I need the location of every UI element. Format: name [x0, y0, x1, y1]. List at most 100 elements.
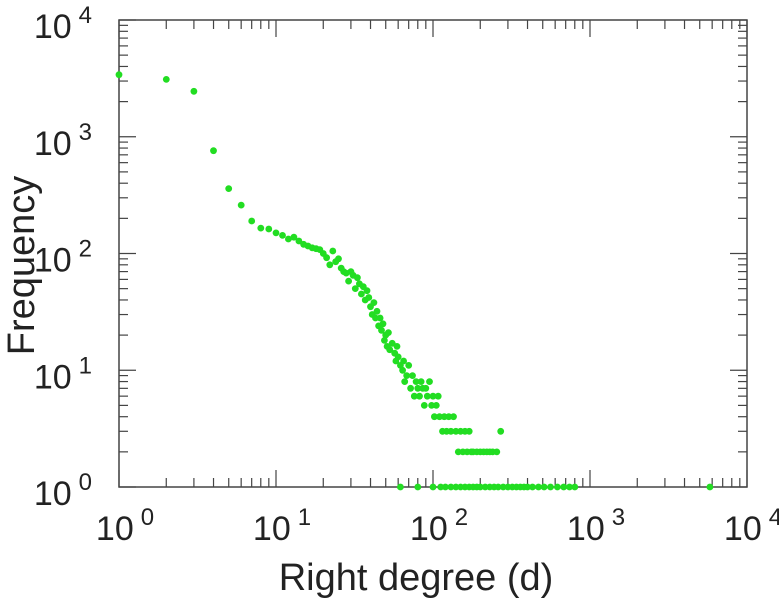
data-point — [409, 372, 416, 379]
data-point — [547, 483, 554, 491]
data-point — [190, 87, 198, 95]
data-point — [432, 402, 440, 409]
x-tick-label: 10 2 — [410, 504, 468, 548]
data-point — [379, 320, 387, 328]
data-point — [388, 339, 396, 347]
x-tick-label: 10 1 — [253, 504, 311, 548]
data-point — [397, 483, 404, 491]
data-point — [381, 337, 388, 344]
data-point — [437, 483, 445, 491]
data-point — [566, 483, 573, 491]
data-point — [329, 247, 337, 255]
data-point — [405, 362, 413, 369]
data-point — [429, 392, 437, 400]
data-point — [499, 483, 507, 491]
x-tick-label: 10 4 — [724, 504, 779, 548]
data-point — [560, 483, 568, 491]
data-point — [465, 427, 473, 435]
data-point — [225, 185, 233, 193]
data-point — [445, 413, 453, 421]
data-point — [416, 392, 423, 400]
data-point — [272, 229, 280, 237]
data-point — [401, 378, 409, 385]
data-point — [335, 255, 342, 263]
data-point — [115, 71, 123, 79]
data-point — [452, 427, 460, 435]
data-point — [420, 402, 428, 409]
data-point — [417, 378, 425, 385]
data-point — [436, 413, 443, 421]
data-point — [414, 483, 422, 491]
data-point — [540, 483, 548, 491]
data-point — [494, 483, 502, 491]
data-point — [210, 147, 217, 155]
data-point — [428, 402, 435, 409]
data-point — [365, 294, 373, 301]
data-point — [403, 372, 411, 379]
data-point — [571, 483, 579, 491]
data-point — [450, 413, 457, 421]
data-points — [115, 71, 714, 491]
x-tick-labels: 10 0 10 1 10 2 10 3 10 4 — [96, 504, 779, 548]
data-point — [452, 483, 460, 491]
x-tick-label: 10 0 — [96, 504, 154, 548]
data-point — [279, 232, 286, 239]
data-point — [423, 392, 431, 400]
data-point — [497, 427, 505, 435]
data-point — [394, 353, 402, 361]
y-tick-label: 10 4 — [34, 2, 92, 46]
data-point — [410, 392, 418, 400]
data-point — [162, 76, 170, 83]
data-point — [295, 237, 303, 245]
x-axis-label: Right degree (d) — [279, 557, 554, 599]
data-point — [399, 366, 406, 374]
data-point — [524, 483, 531, 491]
data-point — [370, 299, 378, 306]
data-point — [442, 483, 449, 491]
data-point — [393, 343, 401, 350]
x-tick-label: 10 3 — [567, 504, 625, 548]
y-tick-label: 10 2 — [34, 236, 92, 280]
data-point — [378, 326, 385, 334]
data-point — [422, 384, 430, 392]
data-point — [407, 384, 414, 392]
data-point — [414, 384, 422, 392]
data-point — [265, 225, 273, 233]
data-point — [706, 483, 714, 491]
data-point — [385, 329, 392, 336]
data-point — [248, 217, 256, 225]
y-axis-label: Frequency — [1, 176, 43, 356]
data-point — [554, 483, 561, 491]
data-point — [373, 307, 381, 315]
data-point — [363, 287, 371, 295]
data-point — [285, 235, 292, 243]
data-point — [426, 378, 433, 385]
data-point — [351, 285, 359, 292]
data-point — [412, 378, 420, 385]
data-point — [237, 201, 245, 209]
data-point — [376, 314, 384, 322]
data-point — [290, 233, 298, 241]
data-point — [429, 483, 437, 491]
y-tick-label: 10 3 — [34, 119, 92, 163]
y-tick-label: 10 0 — [34, 469, 92, 513]
data-point — [476, 483, 484, 491]
data-point — [354, 274, 361, 282]
data-point — [345, 277, 352, 285]
data-point — [400, 357, 407, 365]
data-point — [535, 483, 542, 491]
data-point — [257, 224, 265, 232]
data-point — [431, 413, 438, 421]
data-point — [326, 261, 334, 269]
data-point — [358, 290, 365, 298]
data-point — [493, 448, 501, 456]
y-tick-label: 10 1 — [34, 352, 92, 396]
data-point — [447, 483, 455, 491]
data-point — [323, 254, 330, 262]
data-point — [447, 427, 455, 435]
data-point — [386, 346, 394, 354]
data-point — [434, 392, 442, 400]
data-point — [529, 483, 536, 491]
